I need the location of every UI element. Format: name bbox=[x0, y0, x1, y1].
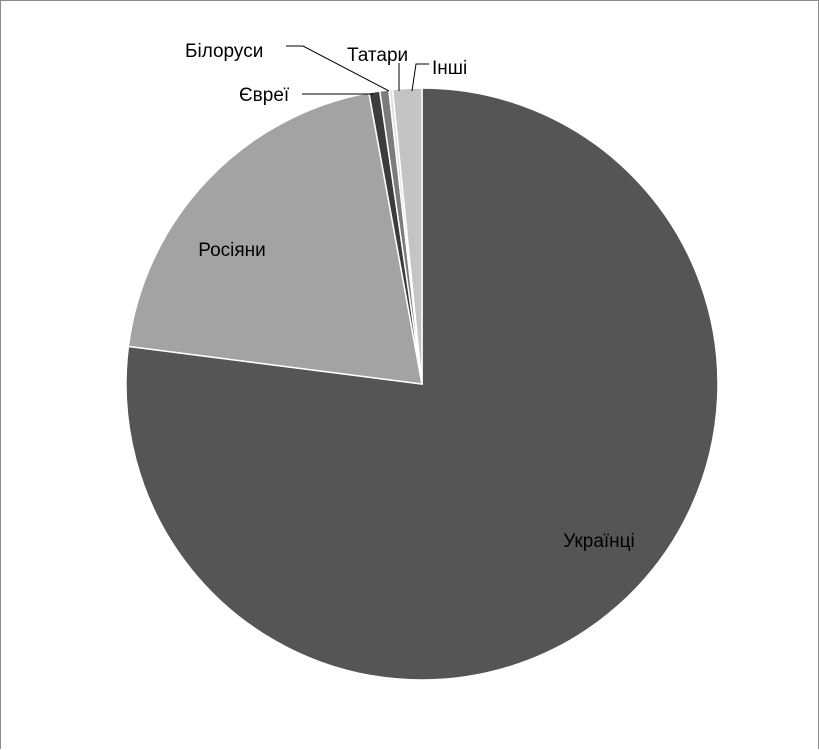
slice-label-5: Татари bbox=[347, 45, 408, 66]
leader-line-6 bbox=[411, 63, 429, 92]
pie-slice-6 bbox=[391, 87, 423, 385]
slice-label-2: Росіяни bbox=[198, 240, 266, 261]
slice-label-4: Білоруси bbox=[185, 41, 263, 62]
leader-line-4 bbox=[286, 45, 390, 92]
pie-slice-2 bbox=[127, 91, 423, 385]
pie-slices bbox=[125, 87, 719, 681]
slice-labels: Українці Росіяни Євреї Білоруси Татари Інші bbox=[185, 41, 635, 552]
slice-label-1: Українці bbox=[563, 531, 635, 552]
slice-label-3: Євреї bbox=[239, 85, 290, 106]
slice-label-6: Інші bbox=[432, 58, 467, 79]
leader-lines bbox=[286, 45, 429, 95]
